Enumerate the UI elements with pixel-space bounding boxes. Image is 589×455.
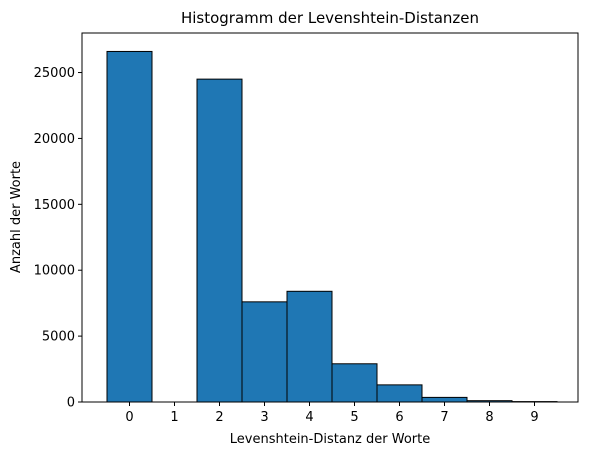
bars-group bbox=[106, 50, 558, 403]
x-tick-label: 9 bbox=[530, 410, 538, 425]
x-axis-ticks: 0 1 2 3 4 5 6 7 8 9 bbox=[125, 402, 539, 425]
plot-frame bbox=[81, 32, 579, 403]
y-tick-label: 5000 bbox=[42, 330, 75, 345]
y-tick-label: 0 bbox=[67, 396, 75, 411]
bar-0 bbox=[106, 50, 153, 403]
x-tick-label: 8 bbox=[485, 410, 493, 425]
x-tick-label: 1 bbox=[170, 410, 178, 425]
x-tick-label: 0 bbox=[125, 410, 133, 425]
bar-5 bbox=[331, 363, 378, 403]
y-tick-label: 20000 bbox=[34, 132, 75, 147]
y-tick-label: 10000 bbox=[34, 264, 75, 279]
y-tick-label: 25000 bbox=[34, 66, 75, 81]
bar-3 bbox=[241, 301, 288, 403]
y-tick-label: 15000 bbox=[34, 198, 75, 213]
x-tick-label: 2 bbox=[215, 410, 223, 425]
y-axis-ticks: 0 5000 10000 15000 20000 25000 bbox=[34, 66, 82, 411]
x-tick-label: 7 bbox=[440, 410, 448, 425]
x-tick-label: 6 bbox=[395, 410, 403, 425]
y-axis-label: Anzahl der Worte bbox=[9, 161, 24, 273]
x-axis-label: Levenshtein-Distanz der Worte bbox=[230, 432, 430, 447]
chart-title: Histogramm der Levenshtein-Distanzen bbox=[181, 9, 479, 27]
x-tick-label: 5 bbox=[350, 410, 358, 425]
bar-2 bbox=[196, 78, 243, 403]
x-tick-label: 3 bbox=[260, 410, 268, 425]
bar-4 bbox=[286, 290, 333, 403]
bar-6 bbox=[376, 384, 423, 403]
x-tick-label: 4 bbox=[305, 410, 313, 425]
bar-7 bbox=[421, 396, 468, 403]
